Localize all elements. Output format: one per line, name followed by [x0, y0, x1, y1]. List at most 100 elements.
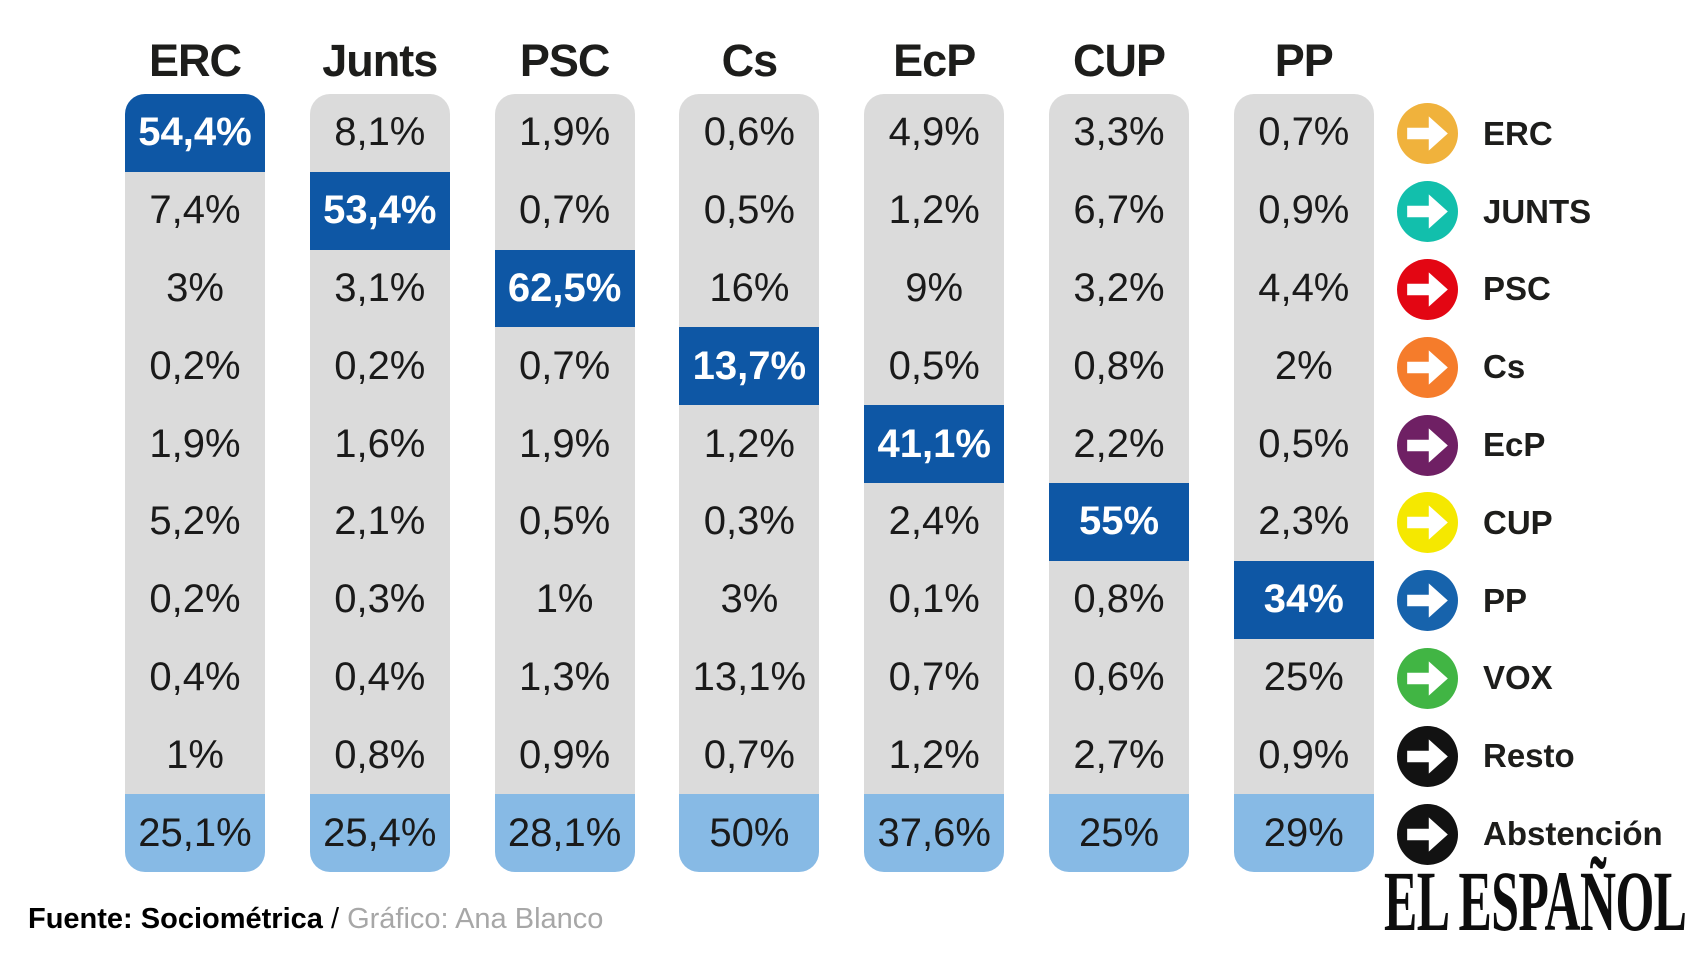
arrow-right-circle-icon: [1397, 803, 1458, 865]
column-header-ERC: ERC: [148, 35, 242, 86]
cell-Junts-Cs: 0,2%: [309, 327, 450, 406]
cell-EcP-Resto: 1,2%: [864, 716, 1005, 795]
arrow-right-circle-icon: [1397, 570, 1458, 632]
column-header-Cs: Cs: [721, 35, 779, 86]
cell-ERC-PP: 0,2%: [125, 560, 265, 639]
cell-Junts-ERC: 8,1%: [309, 94, 450, 172]
cell-ERC-Resto: 1%: [125, 716, 265, 795]
legend-item-Abstención: Abstención: [1397, 795, 1663, 873]
cell-PP-CUP: 2,3%: [1233, 482, 1374, 561]
cell-Cs-Cs: 13,7%: [679, 327, 820, 406]
cell-Junts-JUNTS: 53,4%: [309, 171, 450, 250]
cell-Cs-VOX: 13,1%: [679, 638, 820, 717]
cell-PP-PP: 34%: [1233, 560, 1374, 639]
cell-PP-Cs: 2%: [1233, 327, 1374, 406]
cell-PSC-Abstención: 28,1%: [494, 794, 635, 872]
column-CUP: CUP 3,3% 6,7% 3,2% 0,8% 2,2% 55% 0,8% 0,6% 2,7% 25…: [1049, 28, 1189, 872]
cell-Junts-Resto: 0,8%: [309, 716, 450, 795]
legend-item-ERC: ERC: [1397, 95, 1663, 173]
cell-PP-ERC: 0,7%: [1233, 94, 1374, 172]
cell-CUP-ERC: 3,3%: [1049, 94, 1189, 172]
cell-ERC-VOX: 0,4%: [125, 638, 265, 717]
cell-PP-Resto: 0,9%: [1233, 716, 1374, 795]
cell-Cs-PP: 3%: [679, 560, 820, 639]
arrow-right-circle-icon: [1397, 103, 1458, 165]
cell-Junts-PSC: 3,1%: [309, 249, 450, 328]
cell-Junts-VOX: 0,4%: [309, 638, 450, 717]
column-header-CUP: CUP: [1072, 35, 1166, 86]
cell-PP-VOX: 25%: [1233, 638, 1374, 717]
legend-item-EcP: EcP: [1397, 406, 1663, 484]
cell-Cs-ERC: 0,6%: [679, 94, 820, 172]
cell-CUP-VOX: 0,6%: [1049, 638, 1189, 717]
cell-PSC-Resto: 0,9%: [494, 716, 635, 795]
column-EcP: EcP 4,9% 1,2% 9% 0,5% 41,1% 2,4% 0,1% 0,7% 1,2% 37…: [864, 28, 1005, 872]
legend-label: Resto: [1483, 737, 1575, 775]
cell-Junts-EcP: 1,6%: [309, 405, 450, 483]
legend-label: ERC: [1483, 114, 1553, 152]
column-header-PSC: PSC: [519, 35, 611, 86]
legend-label: JUNTS: [1483, 192, 1592, 230]
arrow-right-circle-icon: [1397, 647, 1458, 709]
legend-item-PSC: PSC: [1397, 251, 1663, 329]
cell-PP-EcP: 0,5%: [1233, 405, 1374, 483]
arrow-right-circle-icon: [1397, 181, 1458, 243]
column-PP: PP 0,7% 0,9% 4,4% 2% 0,5% 2,3% 34% 25% 0,9% 29%: [1233, 28, 1374, 872]
footer-separator: /: [322, 903, 348, 935]
cell-ERC-ERC: 54,4%: [125, 94, 265, 172]
cell-Cs-PSC: 16%: [679, 249, 820, 328]
cell-CUP-CUP: 55%: [1049, 482, 1189, 561]
cell-ERC-JUNTS: 7,4%: [125, 171, 265, 250]
legend-label: PP: [1483, 581, 1528, 619]
legend-item-JUNTS: JUNTS: [1397, 173, 1663, 251]
cell-Cs-JUNTS: 0,5%: [679, 171, 820, 250]
cell-PP-PSC: 4,4%: [1233, 249, 1374, 328]
cell-PSC-PSC: 62,5%: [494, 249, 635, 328]
cell-ERC-EcP: 1,9%: [125, 405, 265, 483]
arrow-right-circle-icon: [1397, 258, 1458, 320]
cell-CUP-Abstención: 25%: [1049, 794, 1189, 872]
footer-credit: Gráfico: Ana Blanco: [347, 903, 604, 935]
cell-PSC-CUP: 0,5%: [494, 482, 635, 561]
footer: Fuente: Sociométrica / Gráfico: Ana Blan…: [28, 903, 603, 936]
cell-PSC-JUNTS: 0,7%: [494, 171, 635, 250]
column-header-EcP: EcP: [893, 35, 976, 86]
cell-PP-Abstención: 29%: [1233, 794, 1374, 872]
cell-Cs-EcP: 1,2%: [679, 405, 820, 483]
legend-label: Abstención: [1483, 815, 1663, 853]
cell-ERC-Cs: 0,2%: [125, 327, 265, 406]
cell-Junts-CUP: 2,1%: [309, 482, 450, 561]
cell-EcP-ERC: 4,9%: [864, 94, 1005, 172]
legend-label: EcP: [1483, 426, 1546, 464]
cell-EcP-JUNTS: 1,2%: [864, 171, 1005, 250]
legend-item-VOX: VOX: [1397, 640, 1663, 718]
legend-label: PSC: [1483, 270, 1551, 308]
legend-item-CUP: CUP: [1397, 484, 1663, 562]
cell-CUP-Cs: 0,8%: [1049, 327, 1189, 406]
cell-PP-JUNTS: 0,9%: [1233, 171, 1374, 250]
arrow-right-circle-icon: [1397, 414, 1458, 476]
cell-EcP-EcP: 41,1%: [864, 405, 1005, 483]
column-PSC: PSC 1,9% 0,7% 62,5% 0,7% 1,9% 0,5% 1% 1,3% 0,9% 28…: [494, 28, 635, 872]
cell-Junts-Abstención: 25,4%: [309, 794, 450, 872]
column-Cs: Cs 0,6% 0,5% 16% 13,7% 1,2% 0,3% 3% 13,1% 0,7% 50%: [679, 28, 820, 872]
cell-PSC-PP: 1%: [494, 560, 635, 639]
legend-label: Cs: [1483, 348, 1526, 386]
el-espanol-logo: EL ESPAÑOL: [1384, 853, 1687, 949]
legend-item-PP: PP: [1397, 562, 1663, 640]
cell-EcP-VOX: 0,7%: [864, 638, 1005, 717]
cell-CUP-JUNTS: 6,7%: [1049, 171, 1189, 250]
footer-source: Fuente: Sociométrica: [28, 903, 323, 935]
column-header-PP: PP: [1274, 35, 1334, 86]
legend-label: CUP: [1483, 503, 1553, 541]
cell-Cs-Resto: 0,7%: [679, 716, 820, 795]
cell-Junts-PP: 0,3%: [309, 560, 450, 639]
cell-CUP-PP: 0,8%: [1049, 560, 1189, 639]
cell-ERC-CUP: 5,2%: [125, 482, 265, 561]
cell-CUP-PSC: 3,2%: [1049, 249, 1189, 328]
cell-CUP-EcP: 2,2%: [1049, 405, 1189, 483]
cell-ERC-PSC: 3%: [125, 249, 265, 328]
cell-PSC-VOX: 1,3%: [494, 638, 635, 717]
cell-EcP-PP: 0,1%: [864, 560, 1005, 639]
cell-PSC-Cs: 0,7%: [494, 327, 635, 406]
